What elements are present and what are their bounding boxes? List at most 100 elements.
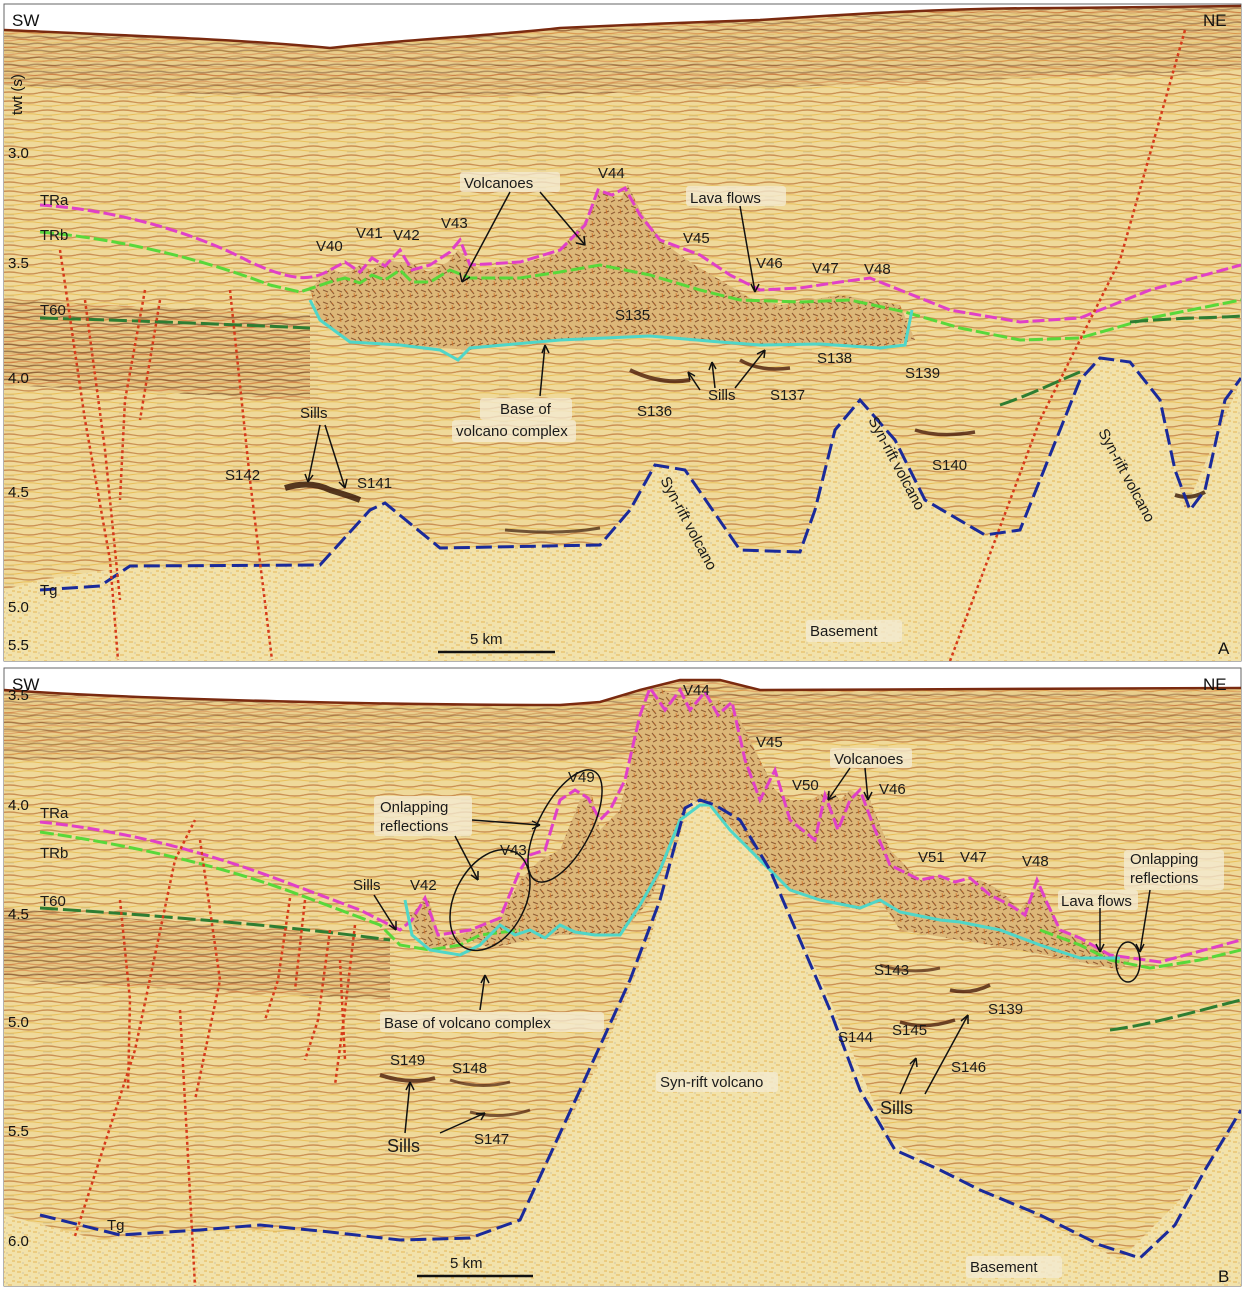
panel-a-volcano-label: V42 bbox=[393, 227, 420, 244]
panel-a-arrows bbox=[304, 191, 766, 489]
panel-a-sill-s136 bbox=[629, 368, 691, 384]
panel-b-volcano-label: V49 bbox=[568, 769, 595, 786]
panel-b-label-trb: TRb bbox=[40, 845, 68, 862]
panel-a-sill-label: S140 bbox=[932, 457, 967, 474]
panel-b-horizon-t60 bbox=[39, 906, 391, 942]
panel-b-upper-reflectors bbox=[4, 680, 1241, 760]
panel-b-volcano-complex bbox=[410, 688, 1130, 970]
panel-b-label-tg: Tg bbox=[107, 1217, 125, 1234]
panel-b-horizon-tra bbox=[39, 684, 1241, 964]
panel-a-sill-label: S136 bbox=[637, 403, 672, 420]
panel-b: 5 km SW NE B 3.5 4.0 4.5 5.0 5.5 6.0 TRa… bbox=[3, 667, 1242, 1287]
panel-a-volcano-label: V46 bbox=[756, 255, 783, 272]
panel-a-sill-mid bbox=[504, 526, 601, 534]
panel-a-sill-label: S139 bbox=[905, 365, 940, 382]
panel-a-basement-annotation: Basement bbox=[810, 623, 878, 640]
panel-a-faults bbox=[58, 29, 1187, 661]
panel-a-lava-flows-annotation: Lava flows bbox=[690, 190, 761, 207]
panel-a-axis-title: twt (s) bbox=[9, 74, 26, 115]
panel-b-sill-label: S149 bbox=[390, 1052, 425, 1069]
panel-b-base-volcano-complex bbox=[403, 803, 1120, 960]
panel-a-tick: 5.0 bbox=[8, 599, 29, 616]
panel-a-volcano-label: V45 bbox=[683, 230, 710, 247]
panel-b-scale-label: 5 km bbox=[450, 1255, 483, 1272]
panel-b-volcano-label: V50 bbox=[792, 777, 819, 794]
panel-a-label-tg: Tg bbox=[40, 582, 58, 599]
panel-b-tg-line bbox=[39, 798, 1241, 1260]
panel-b-sill-s143 bbox=[879, 963, 941, 973]
panel-a-tick: 3.0 bbox=[8, 145, 29, 162]
panel-a-horizon-tra bbox=[39, 185, 1241, 324]
panel-b-sill-label: S148 bbox=[452, 1060, 487, 1077]
panel-b-sills-top: Sills bbox=[353, 877, 381, 894]
panel-b-onlap-ellipse-2 bbox=[527, 769, 603, 883]
panel-b-sill-label: S147 bbox=[474, 1131, 509, 1148]
panel-a-volcano-label: V40 bbox=[316, 238, 343, 255]
panel-b-sill-label: S139 bbox=[988, 1001, 1023, 1018]
panel-a-volcano-label: V47 bbox=[812, 260, 839, 277]
panel-b-volcano-label: V44 bbox=[683, 682, 710, 699]
panel-a-sill-s137 bbox=[739, 358, 791, 371]
panel-b-onlap-right-1: Onlapping bbox=[1130, 851, 1198, 868]
panel-b-horizon-t60-right bbox=[1109, 998, 1241, 1032]
panel-a-base-annotation-2: volcano complex bbox=[456, 423, 568, 440]
panel-b-faults bbox=[73, 819, 357, 1286]
panel-b-sw-label: SW bbox=[12, 675, 39, 694]
panel-b-base-annotation: Base of volcano complex bbox=[384, 1015, 551, 1032]
panel-b-onlap-left-2: reflections bbox=[380, 818, 448, 835]
panel-a-sill-s141 bbox=[284, 481, 362, 503]
panel-a-volcano-label: V48 bbox=[864, 261, 891, 278]
panel-a-sills-mid-annotation: Sills bbox=[708, 387, 736, 404]
panel-b-volcano-label: V45 bbox=[756, 734, 783, 751]
panel-b-synrift-annotation: Syn-rift volcano bbox=[660, 1074, 763, 1091]
panel-a-base-annotation-1: Base of bbox=[500, 401, 552, 418]
panel-b-sills-right: Sills bbox=[880, 1098, 913, 1118]
panel-a-seafloor bbox=[4, 4, 1241, 50]
panel-a-sill-label: S138 bbox=[817, 350, 852, 367]
panel-a-tg-line bbox=[39, 356, 1241, 592]
panel-b-seafloor bbox=[4, 678, 1241, 707]
panel-b-tick: 4.0 bbox=[8, 797, 29, 814]
panel-b-sill-s139 bbox=[949, 983, 991, 994]
panel-a-volcano-label: V44 bbox=[598, 165, 625, 182]
panel-a-ne-label: NE bbox=[1203, 11, 1227, 30]
panel-b-sill-label: S144 bbox=[838, 1029, 873, 1046]
panel-b-tick: 5.5 bbox=[8, 1123, 29, 1140]
panel-b-tick: 3.5 bbox=[8, 687, 29, 704]
panel-a-base-volcano-complex bbox=[308, 299, 914, 362]
panel-a-tick: 3.5 bbox=[8, 255, 29, 272]
panel-a: 5 km SW NE A twt (s) 3.0 3.5 4.0 4.5 5.0… bbox=[3, 3, 1242, 662]
panel-a-tick: 4.0 bbox=[8, 370, 29, 387]
panel-a-axis-ticks: 3.0 3.5 4.0 4.5 5.0 5.5 bbox=[8, 145, 29, 654]
panel-a-sill-label: S142 bbox=[225, 467, 260, 484]
panel-b-onlap-ellipse-1 bbox=[449, 848, 531, 952]
panel-a-horizon-t60-far bbox=[1129, 314, 1241, 324]
panel-a-sill-label: S135 bbox=[615, 307, 650, 324]
panel-a-label-t60: T60 bbox=[40, 302, 66, 319]
panel-b-volcano-label: V42 bbox=[410, 877, 437, 894]
panel-b-sill-s145 bbox=[899, 1018, 956, 1028]
panel-a-sill-label: S137 bbox=[770, 387, 805, 404]
panel-b-sill-label: S146 bbox=[951, 1059, 986, 1076]
panel-b-sill-s149 bbox=[379, 1073, 436, 1083]
panel-b-volcano-label: V51 bbox=[918, 849, 945, 866]
panel-b-tick: 4.5 bbox=[8, 906, 29, 923]
panel-b-basement-annotation: Basement bbox=[970, 1259, 1038, 1276]
panel-a-basement-noise bbox=[4, 358, 1241, 661]
panel-b-sill-s148 bbox=[449, 1078, 511, 1087]
panel-a-volcanoes-annotation: Volcanoes bbox=[464, 175, 533, 192]
panel-a-label-trb: TRb bbox=[40, 227, 68, 244]
panel-b-t60-strata bbox=[4, 908, 390, 1000]
panel-a-horizon-t60 bbox=[39, 316, 311, 330]
panel-a-sill-label: S141 bbox=[357, 475, 392, 492]
panel-a-volcano-label: V41 bbox=[356, 225, 383, 242]
panel-b-sill-label: S143 bbox=[874, 962, 909, 979]
panel-a-tick: 4.5 bbox=[8, 484, 29, 501]
panel-b-tick: 6.0 bbox=[8, 1233, 29, 1250]
panel-b-ne-label: NE bbox=[1203, 675, 1227, 694]
panel-b-seismic bbox=[4, 680, 1241, 1286]
panel-a-upper-reflectors bbox=[4, 6, 1241, 100]
panel-b-volcano-label: V47 bbox=[960, 849, 987, 866]
panel-a-letter: A bbox=[1218, 639, 1230, 658]
